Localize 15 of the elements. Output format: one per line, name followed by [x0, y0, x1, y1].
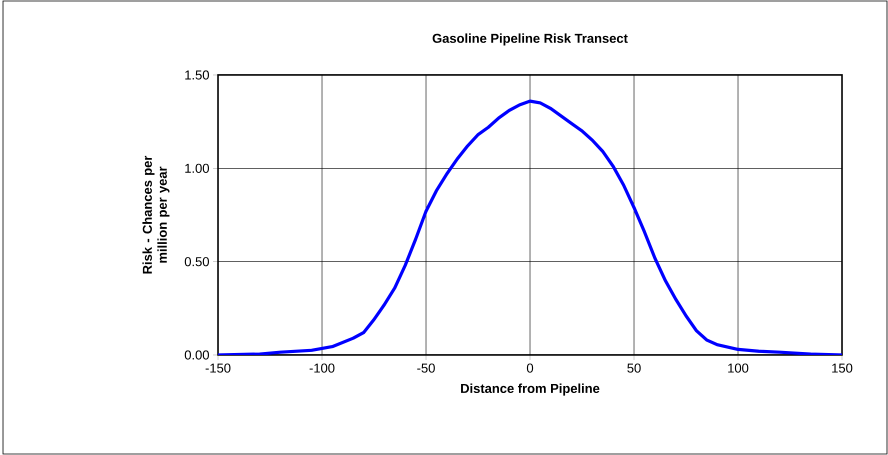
y-axis-title: Risk - Chances per million per year — [142, 156, 170, 274]
x-tick-label: 150 — [832, 364, 852, 373]
x-tick-label: 0 — [526, 364, 534, 373]
x-tick-label: 100 — [728, 364, 748, 373]
x-axis-title: Distance from Pipeline — [461, 384, 600, 396]
y-tick-label: 0.00 — [184, 350, 209, 360]
x-tick-label: 50 — [627, 364, 641, 373]
x-tick-label: -150 — [206, 364, 230, 373]
y-tick-label: 0.50 — [184, 257, 209, 266]
y-tick-label: 1.00 — [185, 164, 209, 173]
line-series — [218, 100, 842, 355]
x-tick-label: -50 — [417, 364, 435, 373]
x-tick-label: -100 — [310, 364, 334, 373]
chart-title: Gasoline Pipeline Risk Transect — [432, 33, 628, 46]
y-tick-label: 1.50 — [185, 70, 209, 80]
